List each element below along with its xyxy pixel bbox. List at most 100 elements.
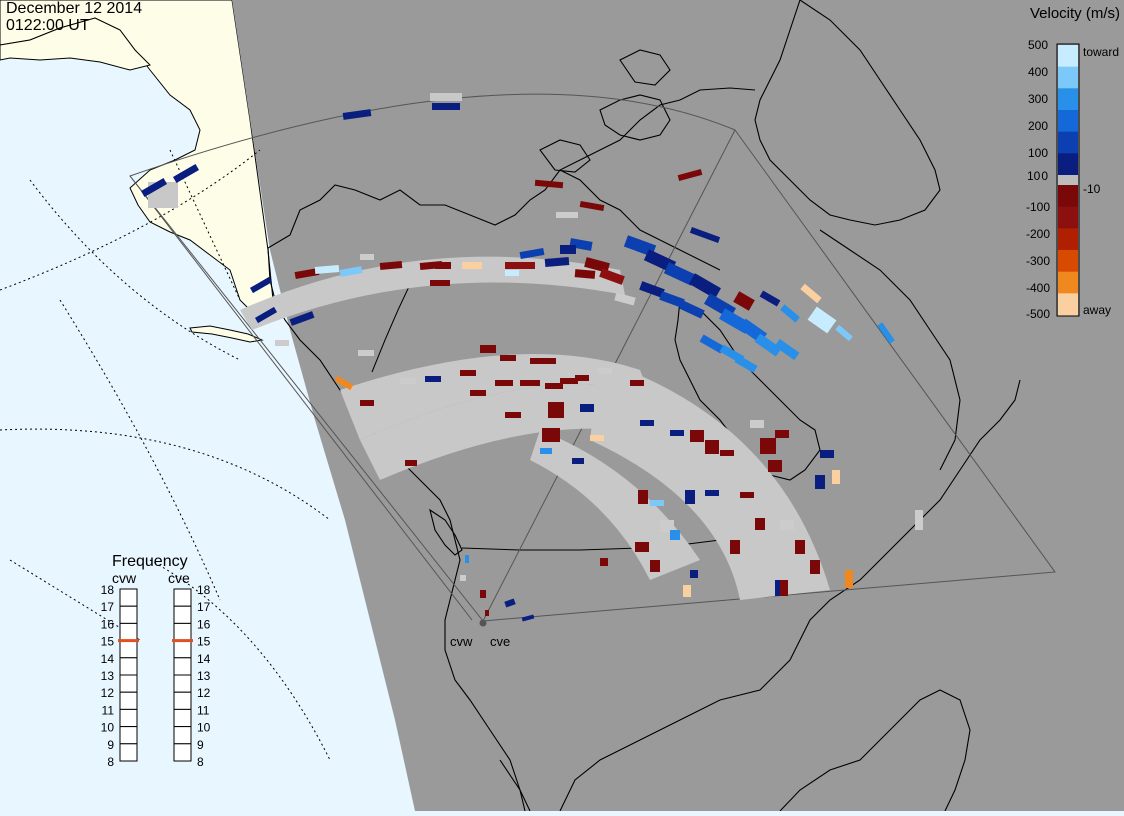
velocity-cell (699, 334, 725, 354)
colorbar-toward-label: toward (1083, 45, 1119, 59)
colorbar-tick-positive: 400 (1028, 65, 1048, 79)
frequency-tick-left: 9 (107, 738, 114, 752)
frequency-left-radar: cvw (112, 570, 137, 586)
frequency-tick-right: 10 (197, 721, 211, 735)
velocity-cell (679, 300, 705, 319)
velocity-cell (574, 269, 596, 279)
colorbar-labels: 500 400 300 200 100 10 0 -10 -100 -200 -300 -400 -50… (1026, 38, 1101, 321)
velocity-cell (638, 490, 648, 504)
frequency-marker-left (118, 639, 139, 643)
velocity-cell (690, 430, 704, 442)
velocity-cell (639, 281, 665, 298)
velocity-cell (462, 262, 482, 269)
frequency-tick-right: 16 (197, 617, 211, 631)
velocity-cell (800, 283, 822, 304)
velocity-cell (659, 291, 685, 308)
velocity-cell (560, 378, 578, 384)
velocity-cell (670, 530, 680, 540)
velocity-cell (379, 261, 403, 270)
velocity-cell (760, 438, 776, 454)
colorbar-stops (1058, 45, 1078, 316)
velocity-cell (599, 268, 625, 285)
velocity-cell (360, 400, 374, 406)
velocity-cell (504, 598, 516, 608)
velocity-cell (400, 378, 416, 384)
velocity-cell (485, 610, 489, 616)
frequency-panel: Frequency cvw cve 18 18 17 17 16 16 15 15 14 14 13… (101, 553, 211, 769)
frequency-cell-left (119, 640, 138, 659)
radar-label-cve: cve (490, 634, 510, 649)
velocity-cell (360, 254, 374, 260)
frequency-cell-left (119, 726, 138, 745)
velocity-cell (759, 290, 781, 307)
colorbar-stop-away (1058, 271, 1078, 294)
colorbar-stop-toward (1058, 45, 1078, 68)
frequency-cell-right (173, 674, 192, 693)
velocity-cell (650, 500, 664, 506)
velocity-cell (734, 355, 758, 373)
velocity-cell (575, 375, 589, 381)
frequency-tick-left: 15 (101, 635, 115, 649)
colorbar-tick-negative: -10 (1083, 182, 1101, 196)
frequency-cell-left (119, 657, 138, 676)
frequency-cell-right (173, 657, 192, 676)
velocity-cell (505, 262, 535, 269)
colorbar-stop-toward (1058, 153, 1078, 176)
colorbar-stop-away (1058, 293, 1078, 316)
colorbar-tick-negative: -200 (1026, 227, 1050, 241)
velocity-cell (815, 475, 825, 489)
colorbar-tick-positive: 10 (1027, 169, 1041, 183)
velocity-cell (405, 460, 417, 466)
velocity-cell (820, 450, 834, 458)
velocity-cell (470, 390, 486, 396)
velocity-cell (768, 460, 782, 472)
colorbar-stop-toward (1058, 66, 1078, 89)
velocity-cell (640, 420, 654, 426)
frequency-cell-right (173, 708, 192, 728)
velocity-cell (339, 266, 363, 277)
velocity-cell (730, 540, 740, 554)
velocity-cell (556, 212, 578, 218)
velocity-cell (534, 179, 564, 189)
frequency-cell-right (173, 640, 192, 659)
velocity-cell (500, 355, 516, 361)
velocity-cell (810, 560, 820, 574)
velocity-cell (733, 291, 755, 311)
frequency-tick-left: 18 (101, 583, 115, 597)
velocity-cell (630, 380, 644, 386)
velocity-cell (465, 555, 469, 563)
frequency-tick-right: 12 (197, 686, 211, 700)
frequency-cell-left (119, 588, 138, 607)
velocity-cell (705, 440, 719, 454)
frequency-tick-right: 18 (197, 583, 211, 597)
velocity-cell (780, 520, 794, 530)
frequency-cell-right (173, 622, 192, 642)
velocity-cell (780, 580, 788, 596)
frequency-cell-left (119, 691, 138, 710)
velocity-cell (435, 262, 451, 269)
time-label: 0122:00 UT (6, 17, 90, 34)
velocity-cell (580, 404, 594, 412)
velocity-cell (560, 245, 576, 254)
velocity-cell (544, 256, 570, 268)
velocity-cell (342, 109, 372, 120)
frequency-cell-left (119, 622, 138, 642)
frequency-tick-left: 17 (101, 600, 115, 614)
colorbar-away-label: away (1083, 303, 1111, 317)
velocity-cell (775, 580, 783, 596)
velocity-cell (314, 264, 340, 275)
colorbar-stop-toward (1058, 110, 1078, 133)
velocity-cell (254, 306, 278, 324)
frequency-cell-right (173, 605, 192, 624)
velocity-cell (172, 163, 200, 184)
frequency-cell-right (173, 588, 192, 607)
velocity-cell (545, 383, 563, 389)
velocity-cell (689, 273, 721, 299)
velocity-cell (689, 227, 721, 243)
coastlines (267, 0, 1021, 812)
velocity-cell (480, 590, 486, 598)
frequency-tick-right: 8 (197, 755, 204, 769)
velocity-cell (754, 333, 782, 357)
velocity-cell (670, 430, 684, 436)
